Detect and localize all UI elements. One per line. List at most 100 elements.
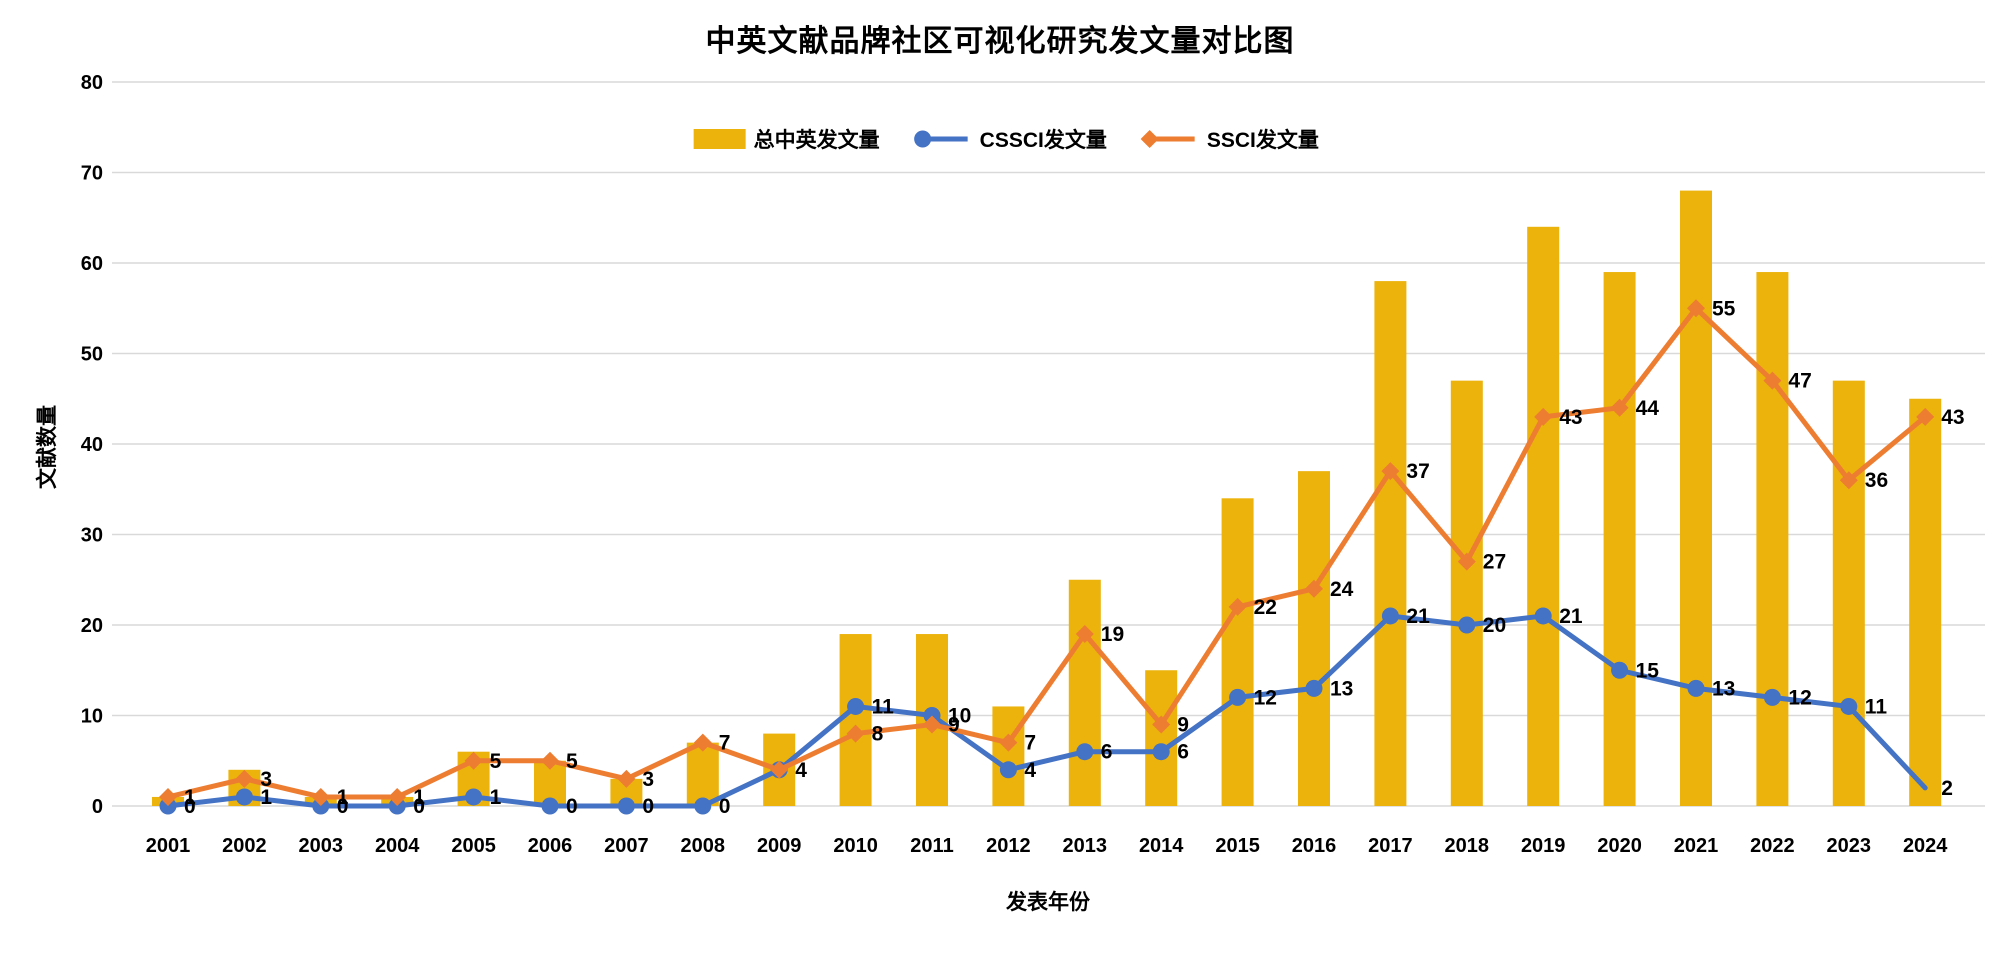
cssci-point-marker (465, 788, 483, 806)
ssci-point-marker (464, 751, 483, 770)
x-tick-label: 2024 (1903, 835, 1948, 857)
data-label: 11 (872, 695, 895, 718)
data-label: 37 (1406, 460, 1429, 483)
x-tick-label: 2011 (910, 835, 953, 857)
y-tick-label: 70 (81, 163, 103, 185)
legend-item-cssci: CSSCI发文量 (910, 124, 1107, 154)
data-label: 2 (1941, 777, 1953, 800)
x-tick-label: 2021 (1674, 835, 1719, 857)
y-tick-label: 80 (81, 72, 103, 94)
cssci-point-marker (1611, 661, 1629, 679)
data-label: 21 (1559, 605, 1583, 628)
x-axis-title: 发表年份 (1006, 891, 1090, 914)
data-label: 13 (1330, 677, 1353, 700)
y-axis-title: 文献数量 (36, 405, 59, 489)
ssci-point-marker (235, 769, 254, 788)
data-label: 5 (566, 750, 578, 773)
legend-item-ssci: SSCI发文量 (1137, 124, 1319, 154)
data-label: 7 (1024, 732, 1036, 755)
ssci-point-marker (693, 733, 712, 752)
ssci-point-marker (1305, 579, 1323, 598)
total-bar (1450, 380, 1483, 806)
data-label: 3 (260, 768, 272, 791)
data-label: 0 (337, 795, 349, 818)
x-tick-label: 2019 (1521, 835, 1566, 857)
total-bar (1909, 398, 1942, 806)
ssci-point-marker (1457, 552, 1476, 571)
cssci-point-marker (999, 761, 1017, 779)
cssci-point-marker (694, 797, 712, 815)
data-label: 15 (1636, 659, 1660, 682)
legend-item-total: 总中英发文量 (693, 124, 880, 154)
ssci-point-marker (1687, 299, 1705, 318)
x-tick-label: 2020 (1597, 835, 1642, 857)
ssci-point-marker (1839, 471, 1858, 490)
data-label: 10 (948, 705, 971, 728)
data-label: 4 (795, 759, 807, 782)
x-tick-label: 2006 (528, 835, 573, 857)
total-bar (1603, 272, 1636, 806)
ssci-point-marker (1916, 407, 1935, 426)
x-tick-label: 2017 (1368, 835, 1413, 857)
ssci-point-marker (1152, 715, 1171, 734)
x-tick-label: 2010 (833, 835, 878, 857)
legend-label: CSSCI发文量 (979, 129, 1107, 152)
x-tick-label: 2022 (1750, 835, 1795, 857)
cssci-point-marker (1076, 743, 1094, 761)
total-bar (1680, 190, 1712, 807)
cssci-point-marker (159, 797, 177, 815)
total-bar (686, 742, 719, 806)
ssci-line (165, 305, 1928, 800)
ssci-point-marker (1381, 462, 1400, 481)
data-label: 8 (872, 723, 884, 746)
x-tick-label: 2014 (1139, 835, 1184, 857)
data-label: 36 (1865, 469, 1888, 492)
cssci-point-marker (388, 797, 406, 815)
data-label: 0 (184, 795, 196, 818)
cssci-point-marker (312, 797, 330, 815)
legend-label: SSCI发文量 (1206, 129, 1319, 152)
cssci-point-marker (1687, 679, 1705, 697)
legend-bar-swatch (693, 129, 746, 149)
x-tick-label: 2013 (1063, 835, 1108, 857)
legend-line-diamond-marker (1140, 130, 1195, 148)
data-label: 47 (1788, 370, 1811, 393)
cssci-point-marker (235, 788, 253, 806)
x-tick-label: 2008 (681, 835, 726, 857)
total-bar (1756, 272, 1789, 806)
total-bar (1832, 380, 1865, 806)
data-label: 1 (184, 786, 196, 809)
data-label: 1 (413, 786, 425, 809)
data-label: 0 (413, 795, 425, 818)
cssci-point-marker (1840, 697, 1858, 715)
data-label: 43 (1941, 406, 1964, 429)
legend: 总中英发文量 CSSCI发文量 SSCI发文量 (693, 124, 1319, 154)
data-label: 6 (1177, 741, 1189, 764)
data-label: 4 (1024, 759, 1036, 782)
total-bar (1527, 226, 1560, 807)
x-tick-label: 2005 (451, 835, 496, 857)
data-label: 13 (1712, 677, 1735, 700)
cssci-point-marker (541, 797, 559, 815)
y-tick-label: 0 (92, 796, 103, 818)
cssci-point-marker (1458, 616, 1476, 634)
data-label: 20 (1483, 614, 1506, 637)
data-label: 9 (948, 714, 960, 737)
data-label: 0 (719, 795, 731, 818)
ssci-point-marker (541, 751, 559, 770)
data-label: 5 (490, 750, 502, 773)
data-label: 6 (1101, 741, 1113, 764)
data-label: 44 (1636, 397, 1660, 420)
ssci-point-marker (846, 724, 865, 743)
data-label: 1 (337, 786, 349, 809)
data-label: 0 (642, 795, 654, 818)
total-bar (1068, 579, 1101, 806)
legend-label: 总中英发文量 (753, 129, 880, 152)
cssci-point-marker (1229, 688, 1247, 706)
ssci-point-marker (1075, 625, 1094, 644)
legend-line-circle-marker (914, 130, 968, 148)
cssci-point-marker (1534, 607, 1552, 625)
ssci-point-marker (923, 715, 941, 734)
